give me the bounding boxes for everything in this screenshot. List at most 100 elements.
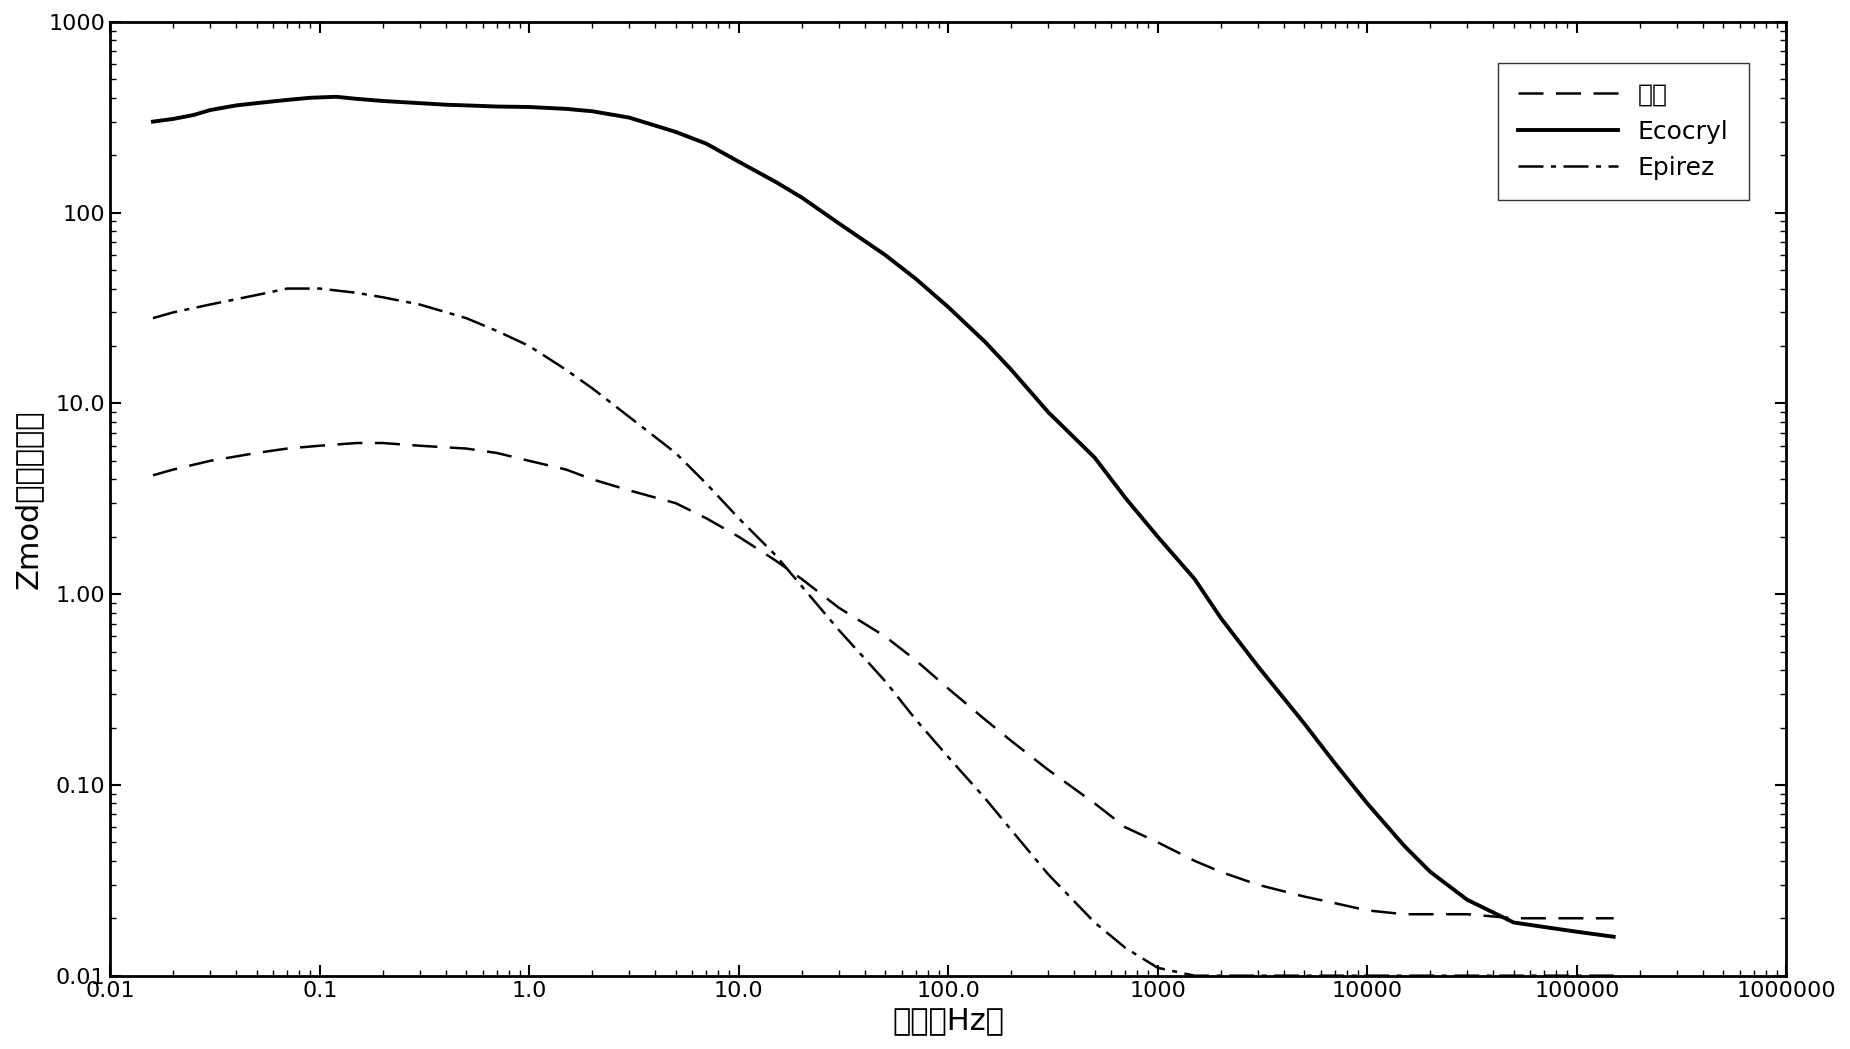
Ecocryl (1184, 573, 1206, 585)
Epirez (163, 306, 185, 319)
Ecocryl (1502, 916, 1524, 928)
Epirez (346, 286, 368, 299)
Ecocryl (1565, 925, 1587, 938)
Epirez (664, 447, 686, 459)
空白 (1565, 912, 1587, 924)
空白 (1001, 734, 1023, 747)
Epirez (905, 713, 927, 726)
Ecocryl (1084, 451, 1106, 464)
Epirez (938, 751, 960, 764)
Epirez (1247, 969, 1269, 982)
Epirez (1534, 969, 1556, 982)
空白 (1184, 855, 1206, 868)
Ecocryl (409, 97, 431, 109)
Epirez (487, 324, 509, 337)
Ecocryl (1456, 894, 1478, 906)
Ecocryl (183, 109, 205, 122)
Ecocryl (764, 175, 786, 188)
Y-axis label: Zmod（千欧姆）: Zmod（千欧姆） (15, 409, 43, 588)
空白 (975, 713, 997, 726)
Ecocryl (827, 217, 849, 230)
空白 (163, 464, 185, 476)
Epirez (1602, 969, 1624, 982)
Epirez (975, 792, 997, 805)
Epirez (142, 312, 165, 324)
Ecocryl (1602, 930, 1624, 943)
Epirez (1147, 962, 1169, 975)
空白 (1356, 904, 1378, 917)
Ecocryl (1210, 612, 1232, 624)
空白 (1084, 797, 1106, 810)
Epirez (1565, 969, 1587, 982)
Epirez (555, 364, 577, 377)
Epirez (200, 298, 222, 311)
Epirez (873, 675, 895, 687)
Ecocryl (975, 336, 997, 348)
Ecocryl (618, 111, 640, 124)
Ecocryl (555, 103, 577, 115)
Ecocryl (1325, 757, 1347, 770)
空白 (581, 473, 603, 486)
空白 (618, 484, 640, 496)
Epirez (827, 623, 849, 636)
空白 (409, 440, 431, 452)
Ecocryl (873, 249, 895, 261)
Ecocryl (276, 93, 298, 106)
Legend: 空白, Ecocryl, Epirez: 空白, Ecocryl, Epirez (1498, 63, 1748, 200)
空白 (1456, 908, 1478, 921)
Ecocryl (1038, 406, 1060, 419)
空白 (555, 464, 577, 476)
空白 (246, 447, 268, 459)
空白 (905, 654, 927, 666)
Epirez (1001, 823, 1023, 836)
空白 (873, 630, 895, 643)
空白 (727, 531, 749, 543)
Ecocryl (1147, 531, 1169, 543)
空白 (1038, 764, 1060, 776)
空白 (455, 443, 477, 455)
Ecocryl (1001, 364, 1023, 377)
Ecocryl (346, 92, 368, 105)
空白 (790, 573, 812, 585)
空白 (1325, 897, 1347, 909)
Ecocryl (664, 126, 686, 138)
Ecocryl (905, 273, 927, 285)
Ecocryl (326, 90, 348, 103)
空白 (372, 436, 394, 449)
Ecocryl (455, 99, 477, 111)
Ecocryl (518, 101, 540, 113)
Epirez (518, 340, 540, 352)
空白 (1293, 891, 1315, 903)
Epirez (1084, 916, 1106, 928)
Epirez (1114, 942, 1136, 955)
Epirez (1210, 969, 1232, 982)
Ecocryl (226, 99, 248, 111)
Epirez (1502, 969, 1524, 982)
空白 (1534, 912, 1556, 924)
空白 (696, 512, 718, 524)
空白 (764, 554, 786, 566)
Ecocryl (938, 301, 960, 314)
Ecocryl (727, 155, 749, 168)
Epirez (246, 288, 268, 301)
Ecocryl (435, 99, 457, 111)
Epirez (581, 382, 603, 394)
Epirez (790, 580, 812, 593)
空白 (1247, 878, 1269, 891)
Ecocryl (163, 112, 185, 125)
Epirez (455, 312, 477, 324)
空白 (1114, 821, 1136, 834)
空白 (309, 440, 331, 452)
空白 (142, 469, 165, 481)
Ecocryl (1114, 492, 1136, 505)
Ecocryl (142, 115, 165, 128)
Epirez (409, 298, 431, 311)
Line: Epirez: Epirez (154, 288, 1613, 976)
空白 (518, 454, 540, 467)
空白 (1147, 836, 1169, 849)
Epirez (1356, 969, 1378, 982)
空白 (1602, 912, 1624, 924)
空白 (1210, 865, 1232, 878)
Ecocryl (372, 94, 394, 107)
Ecocryl (696, 137, 718, 150)
